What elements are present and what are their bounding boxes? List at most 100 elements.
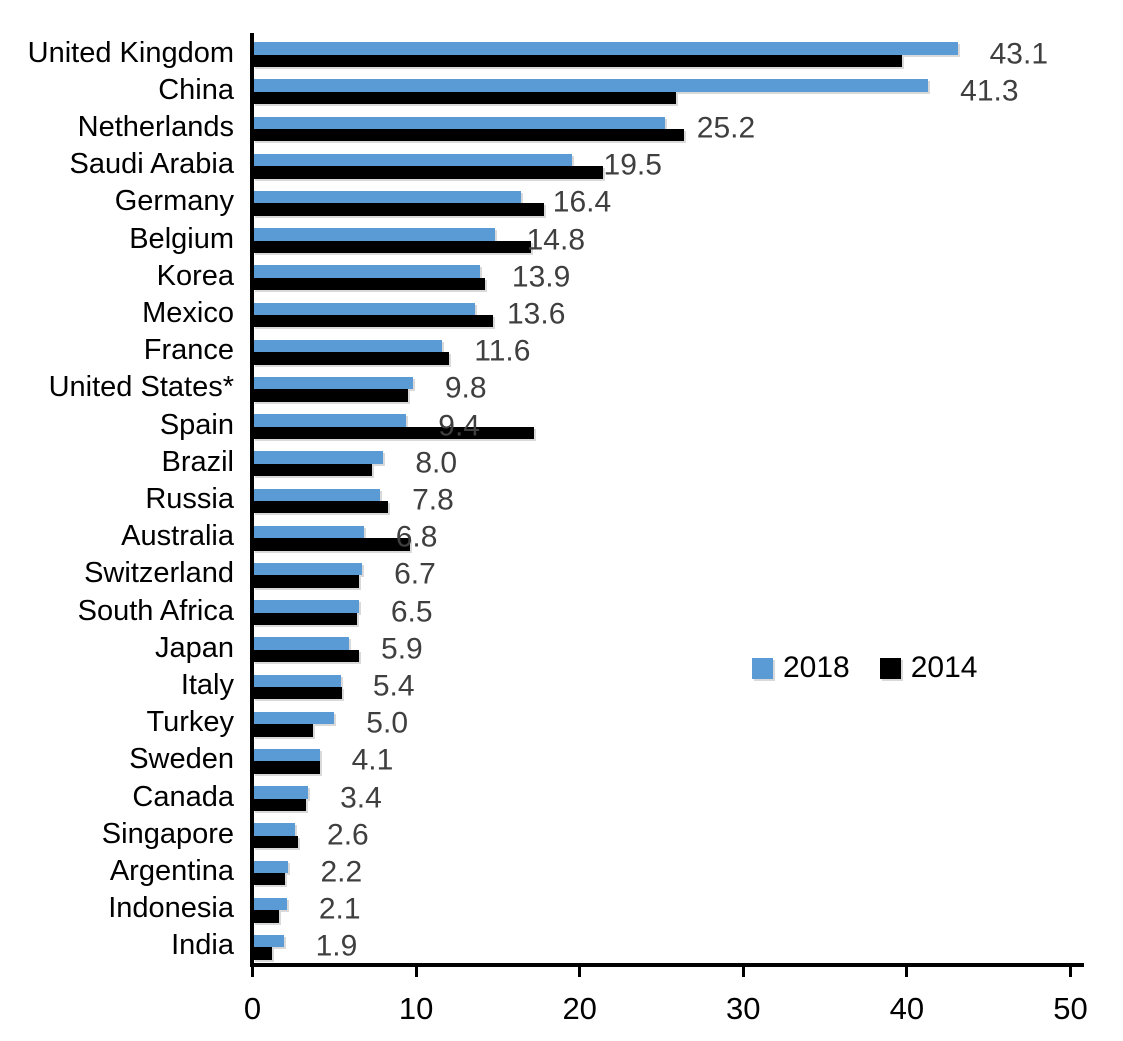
value-label: 5.9 <box>381 632 423 666</box>
bar-2014 <box>252 166 603 179</box>
legend-swatch-2014-icon <box>879 657 901 679</box>
bar-2014 <box>252 612 358 625</box>
category-label: Canada <box>132 780 234 813</box>
x-axis-tick-mark <box>1069 966 1072 977</box>
bar-2018 <box>252 116 665 129</box>
bar-2018 <box>252 302 475 315</box>
legend-label-2018: 2018 <box>783 651 850 684</box>
bar-group: Netherlands 25.2 <box>0 110 1123 147</box>
legend-item-2014: 2014 <box>879 651 978 685</box>
legend: 2018 2014 <box>752 651 978 685</box>
value-label: 19.5 <box>603 148 662 182</box>
bar-group: Argentina 2.2 <box>0 854 1123 891</box>
category-label: Netherlands <box>77 111 234 144</box>
bar-group: Singapore 2.6 <box>0 817 1123 854</box>
bar-2018 <box>252 823 296 836</box>
category-label: Turkey <box>146 706 234 739</box>
bar-group: Switzerland 6.7 <box>0 557 1123 594</box>
bar-2018 <box>252 786 309 799</box>
bar-2018 <box>252 414 407 427</box>
bar-2018 <box>252 79 929 92</box>
category-label: Belgium <box>129 222 234 255</box>
value-label: 6.8 <box>395 520 438 554</box>
category-label: Brazil <box>161 445 234 478</box>
bar-group: South Africa 6.5 <box>0 594 1123 631</box>
category-label: Argentina <box>109 855 234 888</box>
category-label: Korea <box>156 259 234 292</box>
bar-2018 <box>252 711 335 725</box>
x-axis-tick-label: 40 <box>889 991 925 1026</box>
category-label: Switzerland <box>84 557 234 590</box>
bar-2018 <box>252 153 572 167</box>
bar-2018 <box>252 339 443 353</box>
bar-2014 <box>252 835 299 849</box>
value-label: 6.5 <box>390 594 433 628</box>
bar-2018 <box>252 488 381 501</box>
bar-2014 <box>252 314 493 328</box>
category-label: China <box>158 73 234 106</box>
value-label: 14.8 <box>526 222 586 256</box>
bar-2014 <box>252 352 449 365</box>
category-label: Germany <box>114 185 234 218</box>
bar-2014 <box>252 91 677 105</box>
legend-label-2014: 2014 <box>910 651 978 684</box>
value-label: 13.6 <box>506 297 566 331</box>
bar-2014 <box>252 798 307 811</box>
bar-2018 <box>252 451 384 464</box>
bar-group: Belgium 14.8 <box>0 222 1123 259</box>
value-label: 9.4 <box>438 408 480 442</box>
bar-2014 <box>252 500 389 514</box>
bar-2018 <box>252 190 521 204</box>
bar-group: Italy 5.4 <box>0 668 1123 705</box>
bar-2014 <box>252 128 685 142</box>
category-label: South Africa <box>77 594 234 627</box>
bar-group: Sweden 4.1 <box>0 743 1123 780</box>
bar-group: Indonesia 2.1 <box>0 892 1123 929</box>
x-axis-tick-label: 50 <box>1053 991 1088 1026</box>
bar-group: India 1.9 <box>0 929 1123 966</box>
x-axis-tick-mark <box>905 966 909 977</box>
value-label: 8.0 <box>415 446 458 480</box>
category-label: India <box>171 929 234 962</box>
bar-2014 <box>252 203 544 216</box>
value-label: 16.4 <box>552 185 612 219</box>
bar-2018 <box>252 637 350 650</box>
bar-2014 <box>252 463 372 477</box>
bar-2018 <box>252 860 289 873</box>
bar-2018 <box>252 562 363 576</box>
bar-group: Spain 9.4 <box>0 408 1123 445</box>
value-label: 2.1 <box>318 892 361 926</box>
category-label: Indonesia <box>108 892 234 925</box>
bar-2018 <box>252 42 958 55</box>
bar-2018 <box>252 228 495 241</box>
bar-2018 <box>252 674 341 687</box>
bar-2014 <box>252 724 314 737</box>
y-axis-line <box>250 33 254 966</box>
value-label: 9.8 <box>444 371 487 405</box>
bar-group: Germany 16.4 <box>0 185 1123 222</box>
value-label: 7.8 <box>412 483 454 517</box>
bar-2014 <box>252 649 359 663</box>
bar-group: United States* 9.8 <box>0 371 1123 408</box>
x-axis-tick-mark <box>741 966 745 977</box>
value-label: 2.6 <box>327 818 369 852</box>
bar-2014 <box>252 686 343 700</box>
category-label: Singapore <box>101 817 234 850</box>
value-label: 11.6 <box>474 334 531 368</box>
bar-group: Canada 3.4 <box>0 780 1123 817</box>
category-label: Mexico <box>142 297 234 330</box>
x-axis-tick-mark <box>414 966 418 977</box>
bar-2018 <box>252 265 480 278</box>
value-label: 2.2 <box>320 855 363 889</box>
bar-2014 <box>252 575 359 588</box>
bar-2014 <box>252 872 286 886</box>
legend-swatch-2018-icon <box>752 657 773 679</box>
value-label: 6.7 <box>394 557 436 591</box>
bar-group: Turkey 5.0 <box>0 706 1123 743</box>
bar-2018 <box>252 934 284 948</box>
category-label: Australia <box>121 520 234 553</box>
value-label: 5.0 <box>366 706 409 740</box>
legend-item-2018: 2018 <box>752 651 850 685</box>
bar-group: Mexico 13.6 <box>0 296 1123 333</box>
value-label: 13.9 <box>511 260 571 294</box>
